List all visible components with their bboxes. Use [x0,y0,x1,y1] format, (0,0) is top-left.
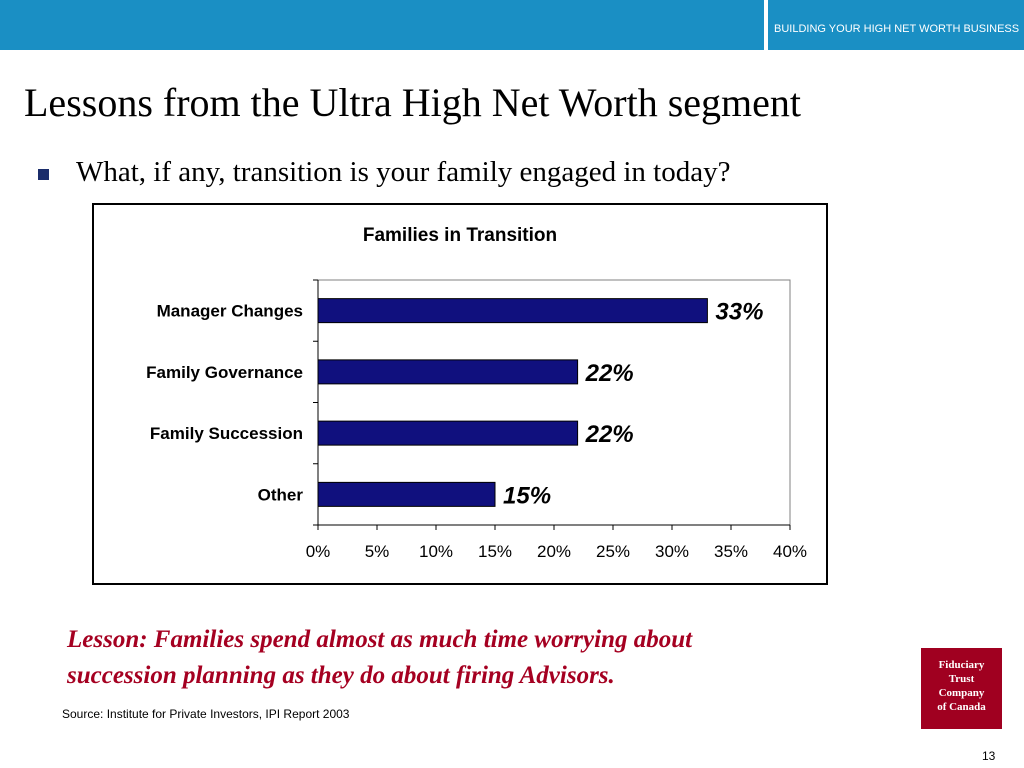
header-tagline: BUILDING YOUR HIGH NET WORTH BUSINESS [768,0,1024,50]
category-label: Other [258,485,304,504]
logo-line-2: Trust [948,673,975,685]
bar [317,420,579,446]
source-note: Source: Institute for Private Investors,… [62,707,350,721]
x-tick-label: 40% [773,542,807,561]
x-tick-label: 35% [714,542,748,561]
category-label: Manager Changes [157,302,303,321]
x-tick-label: 30% [655,542,689,561]
data-label: 33% [715,299,763,326]
data-label: 15% [503,482,551,509]
header-bar [0,0,764,50]
lesson-text: Lesson: Families spend almost as much ti… [67,622,827,694]
x-tick-label: 10% [419,542,453,561]
bar [317,481,496,507]
logo-line-1: Fiduciary [938,659,985,671]
chart-frame: Families in Transition 0% 5% 10% 15% 20% 25% 3… [92,203,828,585]
slide-title: Lessons from the Ultra High Net Worth se… [24,80,802,125]
header-divider [764,0,768,50]
x-tick-label: 25% [596,542,630,561]
page-number: 13 [982,749,996,763]
bar [317,359,579,385]
x-tick-label: 20% [537,542,571,561]
data-label: 22% [585,421,634,448]
chart-plot-area: 0% 5% 10% 15% 20% 25% 30% 35% 40% Manager Changes… [146,279,807,561]
lesson-line-1: Lesson: Families spend almost as much ti… [67,626,693,653]
lesson-line-2: succession planning as they do about fir… [67,662,615,689]
bar-chart: Families in Transition 0% 5% 10% 15% 20% 25% 3… [146,225,807,561]
category-label: Family Succession [150,424,303,443]
x-tick-label: 15% [478,542,512,561]
logo-line-3: Company [938,687,985,699]
x-tick-label: 5% [365,542,390,561]
bullet-question: What, if any, transition is your family … [76,156,731,188]
chart-title: Families in Transition [363,225,557,246]
bar [317,298,708,324]
company-logo: Fiduciary Trust Company of Canada [921,648,1002,729]
x-tick-label: 0% [306,542,331,561]
data-label: 22% [585,360,634,387]
category-label: Family Governance [146,363,303,382]
bullet-square-icon [38,169,49,180]
logo-line-4: of Canada [937,701,986,713]
